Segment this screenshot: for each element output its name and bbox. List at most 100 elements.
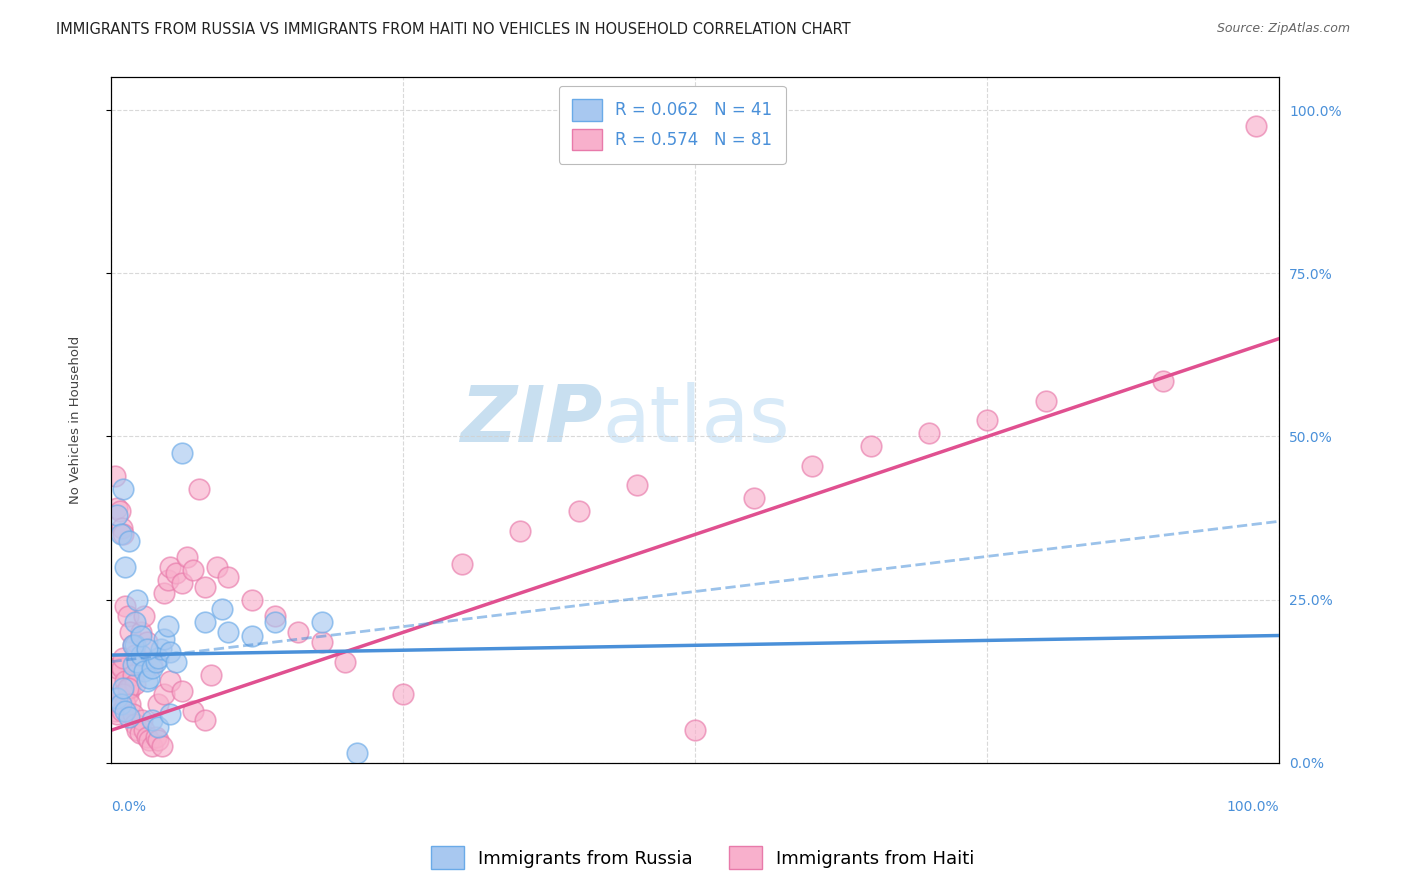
Point: [131, 714, 153, 728]
Point: [568, 504, 591, 518]
Point: [111, 704, 134, 718]
Point: [159, 706, 181, 721]
Point: [165, 655, 187, 669]
Point: [148, 733, 170, 747]
Point: [264, 615, 287, 630]
Point: [104, 468, 127, 483]
Point: [112, 681, 135, 695]
Point: [108, 697, 131, 711]
Point: [112, 687, 135, 701]
Point: [194, 714, 217, 728]
Point: [124, 677, 146, 691]
Point: [121, 657, 143, 672]
Point: [509, 524, 531, 538]
Point: [120, 681, 142, 695]
Point: [129, 628, 152, 642]
Point: [112, 482, 135, 496]
Point: [153, 586, 176, 600]
Point: [859, 439, 882, 453]
Point: [111, 521, 134, 535]
Point: [165, 566, 187, 581]
Point: [159, 560, 181, 574]
Point: [148, 697, 170, 711]
Point: [1035, 393, 1057, 408]
Point: [156, 618, 179, 632]
Point: [110, 697, 132, 711]
Point: [801, 458, 824, 473]
Point: [127, 592, 149, 607]
Point: [138, 733, 160, 747]
Y-axis label: No Vehicles in Household: No Vehicles in Household: [69, 336, 83, 504]
Point: [105, 508, 128, 522]
Point: [181, 704, 204, 718]
Point: [110, 527, 132, 541]
Point: [138, 671, 160, 685]
Point: [170, 684, 193, 698]
Point: [114, 674, 136, 689]
Point: [135, 641, 157, 656]
Point: [240, 592, 263, 607]
Point: [1152, 374, 1174, 388]
Point: [128, 726, 150, 740]
Point: [240, 628, 263, 642]
Point: [141, 661, 163, 675]
Point: [205, 560, 228, 574]
Text: atlas: atlas: [602, 382, 790, 458]
Point: [135, 730, 157, 744]
Legend: Immigrants from Russia, Immigrants from Haiti: Immigrants from Russia, Immigrants from …: [422, 838, 984, 879]
Point: [129, 648, 152, 662]
Point: [121, 706, 143, 721]
Point: [918, 426, 941, 441]
Point: [105, 661, 128, 675]
Text: ZIP: ZIP: [460, 382, 602, 458]
Point: [112, 527, 135, 541]
Point: [121, 638, 143, 652]
Point: [145, 730, 167, 744]
Point: [141, 739, 163, 754]
Point: [211, 602, 233, 616]
Point: [112, 651, 135, 665]
Point: [176, 550, 198, 565]
Point: [108, 504, 131, 518]
Point: [127, 655, 149, 669]
Point: [333, 655, 356, 669]
Point: [450, 557, 472, 571]
Point: [118, 710, 141, 724]
Point: [149, 641, 172, 656]
Point: [148, 720, 170, 734]
Point: [217, 625, 239, 640]
Point: [156, 573, 179, 587]
Point: [124, 648, 146, 662]
Point: [118, 533, 141, 548]
Point: [124, 638, 146, 652]
Point: [111, 661, 134, 675]
Point: [104, 704, 127, 718]
Point: [153, 687, 176, 701]
Point: [127, 723, 149, 738]
Legend: R = 0.062   N = 41, R = 0.574   N = 81: R = 0.062 N = 41, R = 0.574 N = 81: [558, 86, 786, 163]
Point: [134, 723, 156, 738]
Point: [129, 625, 152, 640]
Point: [170, 576, 193, 591]
Point: [134, 665, 156, 679]
Point: [311, 635, 333, 649]
Point: [141, 714, 163, 728]
Point: [159, 674, 181, 689]
Point: [105, 706, 128, 721]
Text: IMMIGRANTS FROM RUSSIA VS IMMIGRANTS FROM HAITI NO VEHICLES IN HOUSEHOLD CORRELA: IMMIGRANTS FROM RUSSIA VS IMMIGRANTS FRO…: [56, 22, 851, 37]
Text: 100.0%: 100.0%: [1227, 800, 1279, 814]
Point: [145, 655, 167, 669]
Point: [148, 651, 170, 665]
Point: [141, 657, 163, 672]
Point: [742, 491, 765, 506]
Point: [117, 681, 139, 695]
Point: [194, 580, 217, 594]
Point: [200, 667, 222, 681]
Point: [392, 687, 415, 701]
Point: [150, 739, 173, 754]
Point: [114, 560, 136, 574]
Point: [685, 723, 707, 738]
Point: [114, 599, 136, 614]
Point: [121, 638, 143, 652]
Point: [117, 687, 139, 701]
